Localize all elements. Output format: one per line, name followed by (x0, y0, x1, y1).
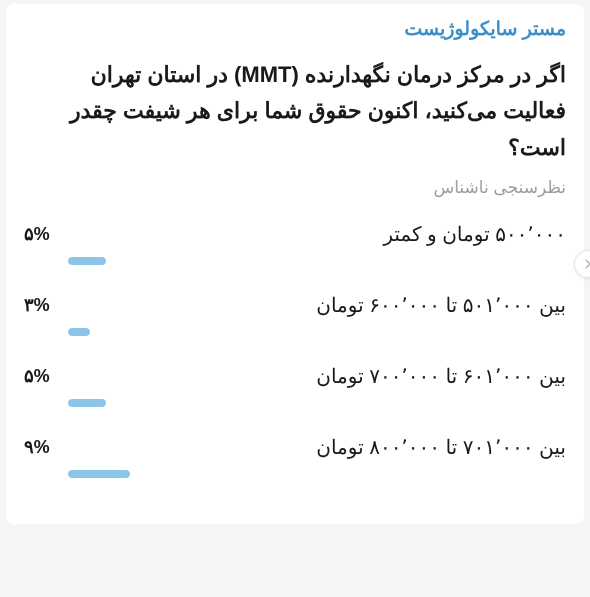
option-bar-fill (68, 257, 106, 265)
option-label: ۵۰۰٬۰۰۰ تومان و کمتر (383, 222, 566, 247)
poll-option[interactable]: ۳% بین ۵۰۱٬۰۰۰ تا ۶۰۰٬۰۰۰ تومان (24, 293, 566, 336)
option-bar-track (68, 470, 566, 478)
option-bar-fill (68, 399, 106, 407)
option-label: بین ۷۰۱٬۰۰۰ تا ۸۰۰٬۰۰۰ تومان (316, 435, 566, 460)
option-label: بین ۵۰۱٬۰۰۰ تا ۶۰۰٬۰۰۰ تومان (316, 293, 566, 318)
option-bar-fill (68, 470, 130, 478)
option-percent: ۳% (24, 295, 68, 316)
option-label: بین ۶۰۱٬۰۰۰ تا ۷۰۰٬۰۰۰ تومان (316, 364, 566, 389)
option-bar-track (68, 399, 566, 407)
poll-question: اگر در مرکز درمان نگهدارنده (MMT) در است… (24, 57, 566, 166)
option-percent: ۵% (24, 224, 68, 245)
option-bar-fill (68, 328, 90, 336)
poll-card: مستر سایکولوژیست اگر در مرکز درمان نگهدا… (6, 4, 584, 524)
chevron-right-icon (583, 259, 590, 269)
poll-option[interactable]: ۹% بین ۷۰۱٬۰۰۰ تا ۸۰۰٬۰۰۰ تومان (24, 435, 566, 478)
poll-type-label: نظرسنجی ناشناس (24, 178, 566, 198)
option-percent: ۵% (24, 366, 68, 387)
option-percent: ۹% (24, 437, 68, 458)
option-bar-track (68, 328, 566, 336)
poll-option[interactable]: ۵% بین ۶۰۱٬۰۰۰ تا ۷۰۰٬۰۰۰ تومان (24, 364, 566, 407)
poll-option[interactable]: ۵% ۵۰۰٬۰۰۰ تومان و کمتر (24, 222, 566, 265)
channel-name[interactable]: مستر سایکولوژیست (24, 18, 566, 41)
option-bar-track (68, 257, 566, 265)
